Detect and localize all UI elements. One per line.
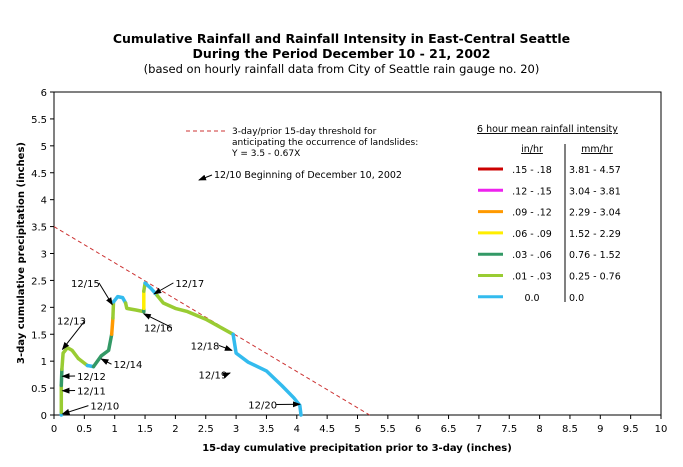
legend-in-hr: .12 - .15 — [512, 186, 552, 197]
legend-mm-hr: 3.04 - 3.81 — [569, 186, 621, 197]
date-arrow — [61, 320, 86, 351]
date-label: 12/14 — [113, 360, 142, 371]
legend-mm-hr: 3.81 - 4.57 — [569, 165, 621, 176]
date-label: 12/15 — [71, 279, 100, 290]
date-arrow — [98, 282, 113, 306]
legend-in-hr: .01 - .03 — [512, 272, 552, 283]
date-arrow — [222, 372, 231, 379]
x-tick-label: 5.5 — [380, 424, 396, 435]
legend-col-mm-hr: mm/hr — [581, 144, 613, 155]
date-label: 12/18 — [191, 341, 220, 352]
y-tick-label: 3 — [41, 250, 47, 261]
legend-mm-hr: 0.25 - 0.76 — [569, 272, 621, 283]
date-label: 12/10 — [90, 402, 119, 413]
x-tick-label: 6.5 — [441, 424, 457, 435]
x-tick-label: 8 — [536, 424, 542, 435]
legend-title: 6 hour mean rainfall intensity — [477, 124, 618, 135]
date-label: 12/19 — [198, 370, 227, 381]
x-axis-label: 15-day cumulative precipitation prior to… — [202, 443, 512, 454]
date-arrow — [142, 313, 173, 329]
threshold-legend-text: Y = 3.5 - 0.67X — [231, 149, 300, 159]
x-tick-label: 2.5 — [198, 424, 214, 435]
rainfall-trace-segment — [111, 294, 128, 305]
legend-mm-hr: 2.29 - 3.04 — [569, 208, 621, 219]
legend-mm-hr: 0.76 - 1.52 — [569, 250, 621, 261]
x-tick-label: 3 — [233, 424, 239, 435]
date-arrow — [100, 358, 112, 365]
legend-in-hr: .09 - .12 — [512, 208, 552, 219]
x-tick-label: 6 — [415, 424, 421, 435]
y-tick-label: 1 — [41, 357, 47, 368]
y-tick-label: 3.5 — [31, 223, 47, 234]
y-tick-label: 5.5 — [31, 115, 47, 126]
x-tick-label: 1.5 — [137, 424, 153, 435]
x-tick-label: 9 — [597, 424, 603, 435]
start-note-arrow — [198, 174, 213, 181]
rainfall-trace-segment — [76, 356, 90, 368]
y-tick-label: 2 — [41, 303, 47, 314]
x-tick-label: 4.5 — [319, 424, 335, 435]
y-tick-label: 1.5 — [31, 330, 47, 341]
legend-in-hr: .06 - .09 — [512, 229, 552, 240]
rainfall-trace-segment — [91, 332, 114, 369]
start-note: 12/10 Beginning of December 10, 2002 — [214, 170, 402, 181]
x-tick-label: 3.5 — [258, 424, 274, 435]
date-arrow — [218, 344, 233, 351]
x-tick-label: 7.5 — [501, 424, 517, 435]
y-tick-label: 4 — [41, 196, 47, 207]
y-tick-label: 6 — [41, 88, 47, 99]
legend-mm-hr: 1.52 - 2.29 — [569, 229, 621, 240]
legend-in-hr: .15 - .18 — [512, 165, 552, 176]
x-tick-label: 10 — [655, 424, 668, 435]
legend-in-hr: 0.0 — [524, 293, 539, 304]
y-tick-label: 2.5 — [31, 276, 47, 287]
rainfall-trace-segment — [109, 316, 115, 337]
chart-title-line-2: During the Period December 10 - 21, 2002 — [192, 46, 491, 61]
legend-mm-hr: 0.0 — [569, 293, 584, 304]
x-tick-label: 4 — [294, 424, 300, 435]
legend-col-in-hr: in/hr — [521, 144, 543, 155]
date-label: 12/12 — [77, 372, 106, 383]
rainfall-trace-segment — [59, 367, 64, 388]
chart-subtitle: (based on hourly rainfall data from City… — [143, 62, 540, 76]
y-tick-label: 0.5 — [31, 384, 47, 395]
x-tick-label: 9.5 — [623, 424, 639, 435]
x-tick-label: 1 — [112, 424, 118, 435]
date-label: 12/17 — [175, 279, 204, 290]
y-axis-label: 3-day cumulative precipitation (inches) — [16, 142, 27, 364]
date-label: 12/11 — [77, 387, 106, 398]
threshold-legend-text: anticipating the occurrence of landslide… — [232, 138, 418, 148]
legend-in-hr: .03 - .06 — [512, 250, 552, 261]
x-tick-label: 0.5 — [76, 424, 92, 435]
threshold-legend-text: 3-day/prior 15-day threshold for — [232, 127, 377, 137]
x-tick-label: 0 — [51, 424, 57, 435]
rainfall-trace-segment — [60, 345, 81, 371]
rainfall-trace-segment — [111, 300, 116, 320]
date-label: 12/20 — [248, 401, 277, 412]
date-label: 12/16 — [144, 324, 173, 335]
x-tick-label: 5 — [354, 424, 360, 435]
x-tick-label: 2 — [172, 424, 178, 435]
chart-title: Cumulative Rainfall and Rainfall Intensi… — [112, 31, 571, 46]
rainfall-trace-segment — [155, 293, 235, 337]
rainfall-trace-segment — [123, 301, 146, 314]
date-arrow — [153, 282, 174, 295]
y-tick-label: 5 — [41, 142, 47, 153]
y-tick-label: 0 — [41, 411, 47, 422]
y-tick-label: 4.5 — [31, 169, 47, 180]
x-tick-label: 7 — [476, 424, 482, 435]
date-label: 12/13 — [57, 317, 86, 328]
date-arrow — [61, 405, 89, 415]
x-tick-label: 8.5 — [562, 424, 578, 435]
